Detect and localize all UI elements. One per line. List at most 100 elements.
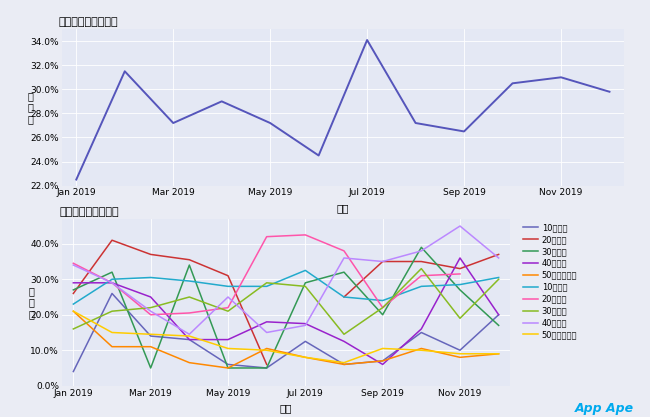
50代以上男性 — [263, 348, 270, 353]
20代男性 — [302, 232, 309, 237]
20代女性 — [495, 252, 502, 257]
30代女性 — [70, 287, 77, 292]
30代男性 — [417, 266, 425, 271]
40代男性 — [70, 263, 77, 268]
40代女性 — [456, 256, 464, 261]
20代女性 — [224, 273, 232, 278]
Line: 20代男性: 20代男性 — [73, 235, 460, 315]
10代女性 — [70, 369, 77, 374]
20代女性 — [379, 259, 387, 264]
50代以上女性 — [417, 346, 425, 351]
10代女性 — [417, 330, 425, 335]
10代女性 — [263, 365, 270, 370]
30代女性 — [456, 287, 464, 292]
10代男性 — [70, 301, 77, 306]
50代以上女性 — [70, 309, 77, 314]
20代男性 — [224, 305, 232, 310]
10代女性 — [340, 362, 348, 367]
20代女性 — [417, 259, 425, 264]
30代男性 — [108, 309, 116, 314]
10代男性 — [495, 275, 502, 280]
Line: 30代女性: 30代女性 — [73, 247, 499, 368]
20代女性 — [108, 238, 116, 243]
50代以上女性 — [340, 362, 348, 367]
40代男性 — [263, 330, 270, 335]
10代男性 — [379, 298, 387, 303]
30代女性 — [108, 270, 116, 275]
10代女性 — [185, 337, 193, 342]
Text: 課金率（全性年代）: 課金率（全性年代） — [59, 17, 118, 27]
Line: 30代男性: 30代男性 — [73, 269, 499, 334]
40代女性 — [302, 321, 309, 326]
30代男性 — [456, 316, 464, 321]
40代女性 — [147, 294, 155, 299]
20代男性 — [340, 249, 348, 254]
50代以上男性 — [185, 334, 193, 339]
50代以上男性 — [379, 346, 387, 351]
20代男性 — [417, 273, 425, 278]
30代男性 — [147, 305, 155, 310]
30代女性 — [302, 280, 309, 285]
40代女性 — [417, 327, 425, 332]
40代男性 — [302, 323, 309, 328]
40代女性 — [224, 337, 232, 342]
10代男性 — [185, 279, 193, 284]
40代女性 — [263, 319, 270, 324]
20代男性 — [70, 261, 77, 266]
20代女性 — [147, 252, 155, 257]
20代男性 — [185, 311, 193, 316]
50代以上男性 — [340, 360, 348, 365]
40代男性 — [495, 256, 502, 261]
10代男性 — [302, 268, 309, 273]
Line: 20代女性: 20代女性 — [73, 240, 499, 364]
50代以上男性 — [147, 332, 155, 337]
40代女性 — [379, 362, 387, 367]
20代女性 — [340, 294, 348, 299]
10代男性 — [108, 277, 116, 282]
40代女性 — [340, 339, 348, 344]
20代女性 — [263, 362, 270, 367]
50代以上女性 — [108, 344, 116, 349]
10代男性 — [456, 282, 464, 287]
10代女性 — [456, 348, 464, 353]
30代男性 — [340, 332, 348, 337]
20代男性 — [108, 280, 116, 285]
50代以上男性 — [108, 330, 116, 335]
40代女性 — [495, 312, 502, 317]
50代以上男性 — [224, 346, 232, 351]
30代女性 — [185, 263, 193, 268]
Line: 40代女性: 40代女性 — [73, 258, 499, 364]
40代男性 — [456, 224, 464, 229]
50代以上女性 — [495, 351, 502, 356]
Line: 50代以上女性: 50代以上女性 — [73, 311, 499, 368]
30代女性 — [224, 365, 232, 370]
40代男性 — [108, 280, 116, 285]
40代女性 — [185, 337, 193, 342]
Y-axis label: 課
金
率: 課 金 率 — [29, 286, 34, 319]
20代女性 — [70, 291, 77, 296]
30代男性 — [379, 305, 387, 310]
20代男性 — [263, 234, 270, 239]
20代女性 — [185, 257, 193, 262]
10代男性 — [147, 275, 155, 280]
50代以上男性 — [70, 309, 77, 314]
30代男性 — [185, 294, 193, 299]
30代女性 — [379, 312, 387, 317]
10代男性 — [340, 294, 348, 299]
30代女性 — [147, 365, 155, 370]
Text: 課金率（性年代別）: 課金率（性年代別） — [60, 207, 119, 217]
Line: 10代男性: 10代男性 — [73, 270, 499, 304]
50代以上女性 — [147, 344, 155, 349]
40代女性 — [70, 280, 77, 285]
10代女性 — [379, 358, 387, 363]
10代男性 — [263, 284, 270, 289]
50代以上女性 — [379, 358, 387, 363]
10代女性 — [147, 334, 155, 339]
X-axis label: 日付: 日付 — [280, 403, 292, 413]
30代女性 — [495, 323, 502, 328]
50代以上女性 — [263, 346, 270, 351]
Y-axis label: 課
金
率: 課 金 率 — [28, 91, 34, 124]
Line: 10代女性: 10代女性 — [73, 294, 499, 372]
Legend: 10代女性, 20代女性, 30代女性, 40代女性, 50代以上女性, 10代男性, 20代男性, 30代男性, 40代男性, 50代以上男性: 10代女性, 20代女性, 30代女性, 40代女性, 50代以上女性, 10代… — [523, 223, 577, 339]
20代男性 — [456, 271, 464, 276]
